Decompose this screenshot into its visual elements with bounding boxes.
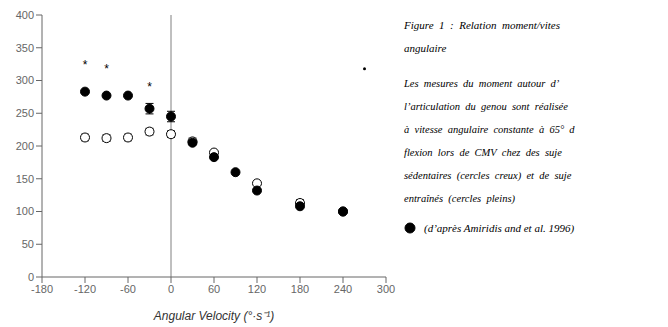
svg-text:*: *	[83, 58, 88, 72]
svg-text:-180: -180	[31, 283, 53, 295]
html-text:angulaire: angulaire	[404, 42, 447, 54]
svg-text:0: 0	[28, 271, 34, 283]
svg-text:120: 120	[248, 283, 266, 295]
svg-text:50: 50	[22, 238, 34, 250]
svg-text:250: 250	[16, 107, 34, 119]
svg-text:60: 60	[208, 283, 220, 295]
svg-text:150: 150	[16, 173, 34, 185]
html-text:Les mesures du moment autour d: Les mesures du moment autour d’	[404, 78, 560, 89]
html-text:(d’après Amiridis and et al. 1: (d’après Amiridis and et al. 1996)	[424, 222, 575, 234]
svg-text:*: *	[147, 80, 152, 94]
svg-text:400: 400	[16, 9, 34, 21]
svg-text:*: *	[104, 62, 109, 76]
html-text:l’articulation du genou sont r: l’articulation du genou sont réalisée	[404, 101, 568, 112]
html-text:à vitesse angulaire constante: à vitesse angulaire constante à 65° d	[404, 124, 575, 135]
svg-text:300: 300	[377, 283, 395, 295]
svg-text:0: 0	[168, 283, 174, 295]
svg-text:-120: -120	[74, 283, 96, 295]
svg-text:Angular Velocity (°·s⁻¹): Angular Velocity (°·s⁻¹)	[153, 309, 274, 323]
svg-text:-60: -60	[120, 283, 136, 295]
html-text:entraînés (cercles pleins): entraînés (cercles pleins)	[404, 193, 515, 204]
svg-text:240: 240	[334, 283, 352, 295]
svg-text:100: 100	[16, 205, 34, 217]
svg-text:200: 200	[16, 140, 34, 152]
svg-text:180: 180	[291, 283, 309, 295]
html-text:flexion lors de CMV chez des s: flexion lors de CMV chez des suje	[404, 147, 562, 158]
svg-text:300: 300	[16, 74, 34, 86]
svg-text:350: 350	[16, 42, 34, 54]
html-text:sédentaires (cercles creux) et: sédentaires (cercles creux) et de suje	[404, 170, 572, 181]
html-text:Figure 1 : Relation moment/vit: Figure 1 : Relation moment/vites	[404, 19, 560, 31]
